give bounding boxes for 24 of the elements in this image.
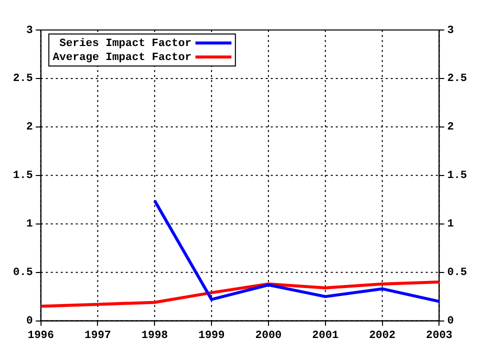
legend-label: Average Impact Factor (52, 52, 192, 64)
y2-tick-label: 0.5 (447, 267, 468, 280)
y2-tick-label: 2 (447, 122, 454, 134)
y2-tick-label: 2.5 (447, 73, 468, 86)
x-tick-label: 1996 (28, 330, 54, 342)
y-tick-label: 3 (26, 24, 34, 37)
y-tick-label: 2.5 (12, 73, 34, 86)
y2-tick-label: 1 (447, 218, 454, 231)
x-tick-label: 2002 (369, 330, 396, 342)
legend-label: Series Impact Factor (59, 38, 192, 50)
y-tick-label: 1 (26, 218, 34, 231)
x-tick-label: 2001 (312, 330, 339, 342)
y-tick-label: 2 (26, 122, 33, 134)
x-tick-label: 1999 (198, 330, 225, 342)
y-tick-label: 0 (26, 316, 33, 328)
y2-tick-label: 0 (447, 316, 454, 328)
y-tick-label: 0.5 (12, 267, 34, 280)
x-tick-label: 1998 (141, 330, 168, 342)
x-tick-label: 2003 (426, 330, 453, 342)
y-tick-label: 1.5 (12, 170, 34, 182)
y2-tick-label: 1.5 (447, 170, 468, 182)
x-tick-label: 1997 (84, 330, 111, 342)
y2-tick-label: 3 (447, 24, 454, 37)
x-tick-label: 2000 (255, 330, 282, 342)
